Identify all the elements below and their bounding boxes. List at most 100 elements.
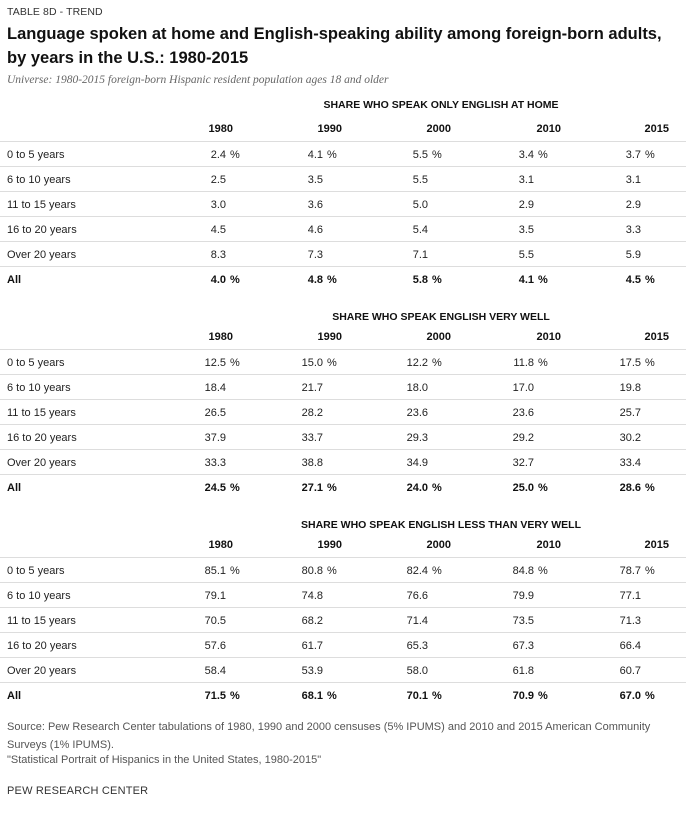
source-note: Source: Pew Research Center tabulations … xyxy=(7,721,651,751)
row-divider xyxy=(0,682,686,683)
table-cell: 27.1% xyxy=(287,482,345,494)
table-cell: 11.8% xyxy=(498,357,556,369)
table-cell: 19.8 xyxy=(605,382,663,394)
table-cell: 2.4% xyxy=(190,149,248,161)
table-cell: 28.2 xyxy=(287,407,345,419)
row-label: 0 to 5 years xyxy=(7,565,65,577)
table-cell: 57.6 xyxy=(190,640,248,652)
cell-value: 66.4 xyxy=(619,640,641,652)
row-divider xyxy=(0,449,686,450)
cell-value: 68.2 xyxy=(301,615,323,627)
table-cell: 3.5 xyxy=(498,224,556,236)
table-cell: 3.6 xyxy=(287,199,345,211)
row-divider xyxy=(0,607,686,608)
row-divider xyxy=(0,557,686,558)
cell-value: 3.3 xyxy=(625,224,641,236)
table-cell: 4.5 xyxy=(190,224,248,236)
percent-sign: % xyxy=(327,482,337,494)
table-cell: 17.0 xyxy=(498,382,556,394)
table-row: 11 to 15 years 70.5 68.2 71.4 73.5 71.3 xyxy=(0,607,686,632)
row-divider xyxy=(0,424,686,425)
table-cell: 70.1% xyxy=(392,690,450,702)
section-title: SHARE WHO SPEAK ENGLISH LESS THAN VERY W… xyxy=(300,519,582,531)
cell-value: 4.5 xyxy=(625,274,641,286)
brand-footer: PEW RESEARCH CENTER xyxy=(7,785,149,797)
table-cell: 60.7 xyxy=(605,665,663,677)
table-cell: 4.1% xyxy=(498,274,556,286)
cell-value: 5.5 xyxy=(518,249,534,261)
row-label: All xyxy=(7,274,22,286)
cell-value: 71.5 xyxy=(204,690,226,702)
table-cell: 79.1 xyxy=(190,590,248,602)
table-cell: 25.0% xyxy=(498,482,556,494)
cell-value: 17.0 xyxy=(512,382,534,394)
column-header-year: 2000 xyxy=(426,539,451,551)
cell-value: 3.5 xyxy=(307,174,323,186)
cell-value: 18.4 xyxy=(204,382,226,394)
cell-value: 60.7 xyxy=(619,665,641,677)
cell-value: 24.0 xyxy=(406,482,428,494)
column-header-year: 1980 xyxy=(208,539,233,551)
cell-value: 29.2 xyxy=(512,432,534,444)
cell-value: 4.6 xyxy=(307,224,323,236)
table-cell: 77.1 xyxy=(605,590,663,602)
row-divider xyxy=(0,216,686,217)
cell-value: 5.4 xyxy=(412,224,428,236)
cell-value: 3.0 xyxy=(210,199,226,211)
table-cell: 76.6 xyxy=(392,590,450,602)
table-cell: 71.4 xyxy=(392,615,450,627)
table-cell: 5.5% xyxy=(392,149,450,161)
cell-value: 11.8 xyxy=(513,357,534,369)
table-cell: 2.9 xyxy=(605,199,663,211)
cell-value: 3.1 xyxy=(518,174,534,186)
table-row: 0 to 5 years 2.4% 4.1% 5.5% 3.4% 3.7% xyxy=(0,141,686,166)
table-cell: 84.8% xyxy=(498,565,556,577)
cell-value: 38.8 xyxy=(301,457,323,469)
cell-value: 73.5 xyxy=(512,615,534,627)
table-cell: 82.4% xyxy=(392,565,450,577)
cell-value: 18.0 xyxy=(406,382,428,394)
row-divider xyxy=(0,474,686,475)
cell-value: 80.8 xyxy=(301,565,323,577)
cell-value: 7.3 xyxy=(307,249,323,261)
cell-value: 23.6 xyxy=(512,407,534,419)
cell-value: 37.9 xyxy=(204,432,226,444)
column-header-year: 2010 xyxy=(536,123,561,135)
table-cell: 61.8 xyxy=(498,665,556,677)
table-cell: 4.0% xyxy=(190,274,248,286)
table-cell: 4.6 xyxy=(287,224,345,236)
cell-value: 4.0 xyxy=(210,274,226,286)
row-label: All xyxy=(7,482,22,494)
table-cell: 25.7 xyxy=(605,407,663,419)
table-cell: 29.2 xyxy=(498,432,556,444)
row-label: 16 to 20 years xyxy=(7,224,77,236)
cell-value: 5.5 xyxy=(412,174,428,186)
cell-value: 32.7 xyxy=(512,457,534,469)
cell-value: 5.9 xyxy=(625,249,641,261)
row-divider xyxy=(0,399,686,400)
percent-sign: % xyxy=(327,565,337,577)
percent-sign: % xyxy=(327,690,337,702)
table-row: 16 to 20 years 4.5 4.6 5.4 3.5 3.3 xyxy=(0,216,686,241)
row-divider xyxy=(0,657,686,658)
cell-value: 2.5 xyxy=(210,174,226,186)
percent-sign: % xyxy=(538,274,548,286)
table-cell: 18.0 xyxy=(392,382,450,394)
cell-value: 58.0 xyxy=(406,665,428,677)
cell-value: 53.9 xyxy=(301,665,323,677)
percent-sign: % xyxy=(538,482,548,494)
cell-value: 12.2 xyxy=(406,357,428,369)
row-label: 0 to 5 years xyxy=(7,357,65,369)
percent-sign: % xyxy=(432,565,442,577)
table-row: Over 20 years 8.3 7.3 7.1 5.5 5.9 xyxy=(0,241,686,266)
row-label: 6 to 10 years xyxy=(7,590,71,602)
table-cell: 18.4 xyxy=(190,382,248,394)
table-cell: 61.7 xyxy=(287,640,345,652)
column-header-year: 1980 xyxy=(208,123,233,135)
table-cell: 67.3 xyxy=(498,640,556,652)
percent-sign: % xyxy=(645,690,655,702)
row-divider xyxy=(0,166,686,167)
cell-value: 58.4 xyxy=(204,665,226,677)
percent-sign: % xyxy=(645,565,655,577)
cell-value: 25.7 xyxy=(619,407,641,419)
